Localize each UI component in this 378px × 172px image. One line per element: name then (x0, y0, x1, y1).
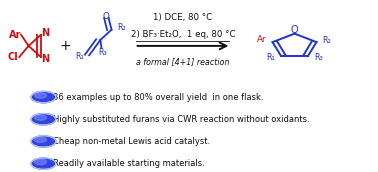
Text: O: O (291, 25, 298, 35)
Circle shape (31, 158, 56, 169)
Text: R₁: R₁ (76, 52, 84, 62)
Circle shape (34, 115, 46, 120)
Text: Cl: Cl (8, 52, 19, 62)
Text: 1) DCE, 80 °C: 1) DCE, 80 °C (153, 13, 212, 22)
Text: R₂: R₂ (118, 23, 126, 32)
Text: N: N (41, 28, 50, 38)
Text: +: + (60, 39, 71, 53)
Text: 2) BF₃·Et₂O,  1 eq, 80 °C: 2) BF₃·Et₂O, 1 eq, 80 °C (131, 30, 235, 39)
Circle shape (31, 136, 56, 147)
Text: O: O (102, 12, 109, 21)
Text: a formal [4+1] reaction: a formal [4+1] reaction (136, 58, 230, 67)
Text: N: N (41, 54, 50, 64)
Circle shape (34, 159, 46, 165)
Circle shape (34, 137, 46, 142)
Text: Ar: Ar (9, 30, 21, 40)
Text: Cheap non-metal Lewis acid catalyst.: Cheap non-metal Lewis acid catalyst. (53, 137, 210, 146)
Circle shape (34, 93, 46, 98)
Circle shape (31, 92, 56, 103)
Text: Highly substituted furans via CWR reaction without oxidants.: Highly substituted furans via CWR reacti… (53, 115, 309, 124)
Text: Ar: Ar (257, 35, 267, 44)
Circle shape (31, 114, 56, 125)
Text: R₁: R₁ (266, 53, 275, 62)
Text: Readily available starting materials.: Readily available starting materials. (53, 159, 204, 168)
Text: R₂: R₂ (322, 36, 331, 45)
Text: R₃: R₃ (314, 53, 323, 62)
Text: 36 examples up to 80% overall yield  in one flask.: 36 examples up to 80% overall yield in o… (53, 93, 263, 102)
Text: R₃: R₃ (98, 48, 107, 57)
